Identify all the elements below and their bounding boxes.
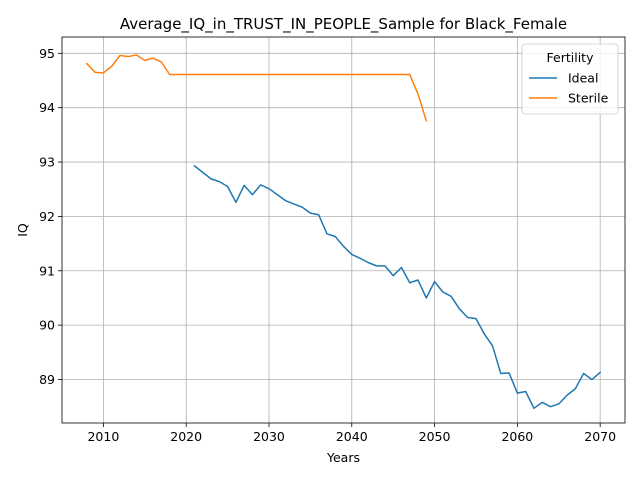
x-tick-label: 2010: [87, 429, 119, 444]
legend-label-sterile: Sterile: [568, 91, 609, 106]
series-line-ideal: [193, 164, 602, 410]
x-tick-label: 2020: [170, 429, 202, 444]
axis-ticks: 2010 2020 2030 2040 2050 2060 2070 89 90 91 92 93 94…: [39, 46, 616, 444]
y-tick-label: 89: [39, 372, 55, 387]
plot-area-frame: [61, 36, 626, 424]
x-axis-label: Years: [326, 450, 360, 465]
x-tick-label: 2040: [336, 429, 368, 444]
y-tick-label: 95: [39, 46, 55, 61]
y-tick-label: 93: [39, 155, 55, 170]
y-tick-label: 94: [39, 100, 55, 115]
series-line-sterile: [85, 54, 428, 122]
legend-label-ideal: Ideal: [568, 71, 598, 86]
x-tick-label: 2070: [584, 429, 616, 444]
x-tick-label: 2030: [253, 429, 285, 444]
y-axis-label: IQ: [15, 223, 30, 237]
y-tick-label: 92: [39, 209, 55, 224]
y-tick-label: 91: [39, 263, 55, 278]
series-lines: [85, 54, 602, 410]
grid: [62, 37, 625, 423]
x-tick-label: 2050: [419, 429, 451, 444]
y-tick-label: 90: [39, 318, 55, 333]
legend-box: [521, 43, 619, 115]
chart-title: Average_IQ_in_TRUST_IN_PEOPLE_Sample for…: [120, 15, 567, 34]
legend: Fertility Ideal Sterile: [521, 43, 619, 115]
x-tick-label: 2060: [501, 429, 533, 444]
legend-title: Fertility: [547, 50, 595, 65]
